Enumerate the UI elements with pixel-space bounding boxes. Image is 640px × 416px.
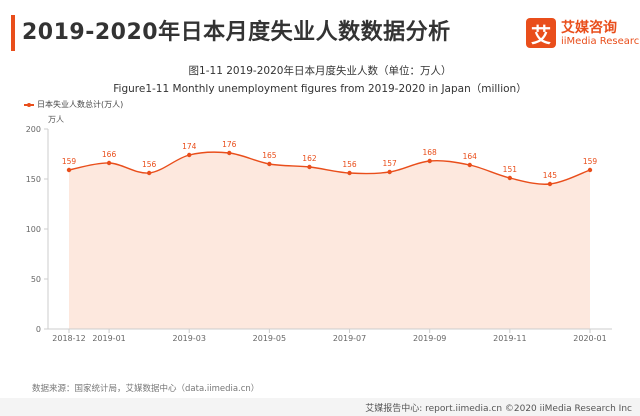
footer-text: 艾媒报告中心: report.iimedia.cn ©2020 iiMedia … xyxy=(365,401,632,414)
x-tick-label: 2019-11 xyxy=(493,334,526,343)
data-point xyxy=(468,163,472,167)
x-tick-label: 2020-01 xyxy=(573,334,606,343)
y-tick-label: 0 xyxy=(36,325,41,334)
y-tick-label: 150 xyxy=(26,175,41,184)
data-label: 174 xyxy=(182,142,197,151)
data-point xyxy=(508,176,512,180)
data-point xyxy=(267,162,271,166)
data-point xyxy=(187,153,191,157)
data-point xyxy=(387,170,391,174)
x-tick-label: 2018-12 xyxy=(52,334,85,343)
data-point xyxy=(548,182,552,186)
data-point xyxy=(588,168,592,172)
data-label: 159 xyxy=(583,157,598,166)
data-label: 159 xyxy=(62,157,77,166)
data-label: 145 xyxy=(543,171,558,180)
data-point xyxy=(147,171,151,175)
data-point xyxy=(347,171,351,175)
x-tick-label: 2019-05 xyxy=(253,334,286,343)
data-label: 168 xyxy=(423,148,438,157)
data-label: 166 xyxy=(102,150,117,159)
data-label: 176 xyxy=(222,140,237,149)
data-label: 156 xyxy=(142,160,157,169)
x-tick-label: 2019-07 xyxy=(333,334,366,343)
line-area-chart: 0 50 100 150 200 2018-12 2019-01 2019-03 2019-05… xyxy=(0,0,640,380)
footer-bar: 艾媒报告中心: report.iimedia.cn ©2020 iiMedia … xyxy=(0,398,640,416)
y-tick-label: 100 xyxy=(26,225,41,234)
data-point xyxy=(67,168,71,172)
data-label: 156 xyxy=(342,160,357,169)
data-point xyxy=(307,165,311,169)
y-tick-label: 200 xyxy=(26,125,41,134)
data-source-note: 数据来源：国家统计局，艾媒数据中心（data.iimedia.cn） xyxy=(32,382,259,394)
data-label: 151 xyxy=(503,165,518,174)
x-tick-label: 2019-01 xyxy=(92,334,125,343)
data-point xyxy=(227,151,231,155)
data-label: 165 xyxy=(262,151,277,160)
data-point xyxy=(427,159,431,163)
x-tick-label: 2019-09 xyxy=(413,334,446,343)
x-tick-label: 2019-03 xyxy=(173,334,206,343)
data-point xyxy=(107,161,111,165)
y-tick-label: 50 xyxy=(31,275,41,284)
data-label: 164 xyxy=(463,152,478,161)
data-label: 157 xyxy=(382,159,397,168)
data-label: 162 xyxy=(302,154,317,163)
